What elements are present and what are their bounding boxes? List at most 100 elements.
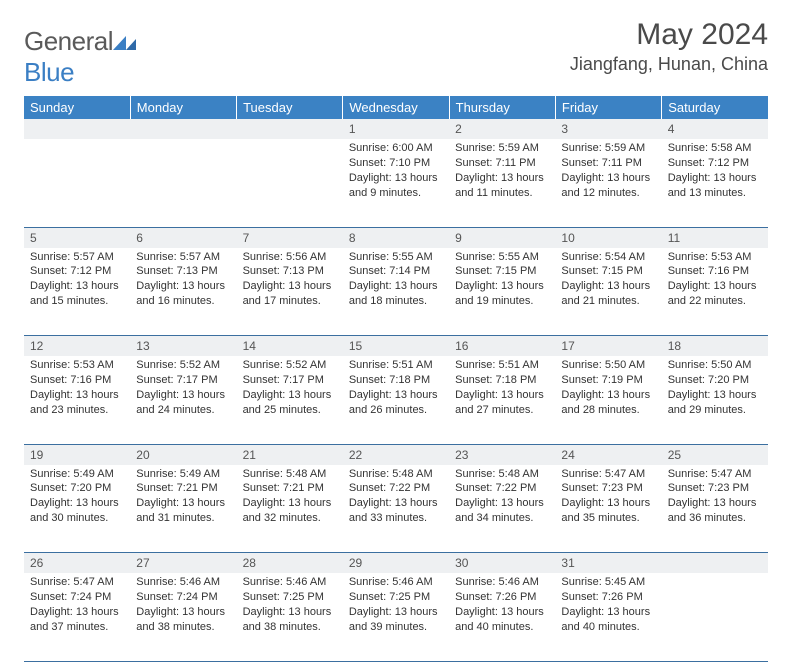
day-number-cell: 28 xyxy=(237,553,343,574)
weekday-header: Tuesday xyxy=(237,96,343,119)
day-cell: Sunrise: 5:53 AMSunset: 7:16 PMDaylight:… xyxy=(662,248,768,336)
week-row: Sunrise: 5:57 AMSunset: 7:12 PMDaylight:… xyxy=(24,248,768,336)
header-row: General Blue May 2024 Jiangfang, Hunan, … xyxy=(24,18,768,88)
week-row: Sunrise: 5:47 AM Sunset: 7:24 PM Daylight:… xyxy=(24,573,768,661)
day-cell: Sunrise: 5:55 AMSunset: 7:14 PMDaylight:… xyxy=(343,248,449,336)
day-number-cell: 19 xyxy=(24,444,130,465)
day-cell-body: Sunrise: 5:51 AMSunset: 7:18 PMDaylight:… xyxy=(343,356,449,423)
sunrise-text: Sunrise: 5:49 AM xyxy=(136,467,230,482)
sunrise-text: Sunrise: 5:45 AM xyxy=(561,575,655,590)
sunrise-text: Sunrise: 5:58 AM xyxy=(668,141,762,156)
sunset-text: Sunset: 7:16 PM xyxy=(30,373,124,388)
week-row: Sunrise: 5:53 AMSunset: 7:16 PM Daylight:… xyxy=(24,356,768,444)
daylight-text: Daylight: 13 hours and 11 minutes. xyxy=(455,171,549,201)
day-cell: Sunrise: 5:48 AMSunset: 7:22 PMDaylight:… xyxy=(449,465,555,553)
day-number-cell: 29 xyxy=(343,553,449,574)
day-cell: Sunrise: 5:50 AMSunset: 7:19 PMDaylight:… xyxy=(555,356,661,444)
day-cell: Sunrise: 5:46 AMSunset: 7:24 PMDaylight:… xyxy=(130,573,236,661)
daylight-text: Daylight: 13 hours and 39 minutes. xyxy=(349,605,443,635)
day-cell: Sunrise: 5:46 AMSunset: 7:25 PMDaylight:… xyxy=(343,573,449,661)
sunset-text: Sunset: 7:13 PM xyxy=(136,264,230,279)
day-cell: Sunrise: 5:46 AMSunset: 7:25 PMDaylight:… xyxy=(237,573,343,661)
day-number-cell: 27 xyxy=(130,553,236,574)
day-cell-body: Sunrise: 5:46 AMSunset: 7:26 PMDaylight:… xyxy=(449,573,555,640)
day-cell-body: Sunrise: 6:00 AMSunset: 7:10 PMDaylight:… xyxy=(343,139,449,206)
day-cell xyxy=(24,139,130,227)
sunrise-text: Sunrise: 5:48 AM xyxy=(455,467,549,482)
sunset-text: Sunset: 7:22 PM xyxy=(455,481,549,496)
day-cell: Sunrise: 5:48 AMSunset: 7:22 PMDaylight:… xyxy=(343,465,449,553)
day-cell-body: Sunrise: 5:47 AMSunset: 7:24 PMDaylight:… xyxy=(24,573,130,640)
sunset-text: Sunset: 7:24 PM xyxy=(136,590,230,605)
day-number-cell: 30 xyxy=(449,553,555,574)
daylight-text: Daylight: 13 hours and 9 minutes. xyxy=(349,171,443,201)
weekday-header: Sunday xyxy=(24,96,130,119)
sunrise-text: Sunrise: 5:47 AM xyxy=(561,467,655,482)
day-number-cell: 22 xyxy=(343,444,449,465)
day-number-cell: 21 xyxy=(237,444,343,465)
sunrise-text: Sunrise: 6:00 AM xyxy=(349,141,443,156)
daylight-text: Daylight: 13 hours and 21 minutes. xyxy=(561,279,655,309)
day-cell-body: Sunrise: 5:52 AMSunset: 7:17 PMDaylight:… xyxy=(237,356,343,423)
day-number-cell xyxy=(130,119,236,139)
day-cell-body: Sunrise: 5:54 AMSunset: 7:15 PMDaylight:… xyxy=(555,248,661,315)
day-cell: Sunrise: 5:59 AMSunset: 7:11 PMDaylight:… xyxy=(555,139,661,227)
day-number-cell: 5 xyxy=(24,227,130,248)
sunrise-text: Sunrise: 5:46 AM xyxy=(243,575,337,590)
sunrise-text: Sunrise: 5:55 AM xyxy=(349,250,443,265)
day-number-cell: 12 xyxy=(24,336,130,357)
day-cell-body: Sunrise: 5:48 AMSunset: 7:22 PMDaylight:… xyxy=(449,465,555,532)
brand-text: General Blue xyxy=(24,26,139,88)
sunset-text: Sunset: 7:22 PM xyxy=(349,481,443,496)
day-cell-body: Sunrise: 5:50 AMSunset: 7:19 PMDaylight:… xyxy=(555,356,661,423)
day-number-cell: 7 xyxy=(237,227,343,248)
sunset-text: Sunset: 7:11 PM xyxy=(561,156,655,171)
day-number-cell: 26 xyxy=(24,553,130,574)
sunrise-text: Sunrise: 5:48 AM xyxy=(243,467,337,482)
daylight-text: Daylight: 13 hours and 17 minutes. xyxy=(243,279,337,309)
page-title: May 2024 xyxy=(570,18,768,52)
sunset-text: Sunset: 7:20 PM xyxy=(668,373,762,388)
sunset-text: Sunset: 7:21 PM xyxy=(243,481,337,496)
week-row: Sunrise: 5:49 AMSunset: 7:20 PMDaylight:… xyxy=(24,465,768,553)
daylight-text: Daylight: 13 hours and 37 minutes. xyxy=(30,605,124,635)
day-number-cell: 24 xyxy=(555,444,661,465)
day-number-cell: 16 xyxy=(449,336,555,357)
sunset-text: Sunset: 7:17 PM xyxy=(243,373,337,388)
sunrise-text: Sunrise: 5:53 AM xyxy=(30,358,124,373)
sunrise-text: Sunrise: 5:52 AM xyxy=(243,358,337,373)
day-number-cell: 10 xyxy=(555,227,661,248)
day-cell-body: Sunrise: 5:57 AMSunset: 7:12 PMDaylight:… xyxy=(24,248,130,315)
sunrise-text: Sunrise: 5:52 AM xyxy=(136,358,230,373)
day-cell: Sunrise: 5:53 AMSunset: 7:16 PMDaylight:… xyxy=(24,356,130,444)
day-cell-body: Sunrise: 5:50 AMSunset: 7:20 PMDaylight:… xyxy=(662,356,768,423)
sunset-text: Sunset: 7:18 PM xyxy=(455,373,549,388)
day-number-cell: 11 xyxy=(662,227,768,248)
sunrise-text: Sunrise: 5:47 AM xyxy=(30,575,124,590)
weekday-header: Friday xyxy=(555,96,661,119)
sunset-text: Sunset: 7:25 PM xyxy=(349,590,443,605)
daylight-text: Daylight: 13 hours and 36 minutes. xyxy=(668,496,762,526)
daylight-text: Daylight: 13 hours and 32 minutes. xyxy=(243,496,337,526)
daylight-text: Daylight: 13 hours and 40 minutes. xyxy=(561,605,655,635)
day-number-cell: 23 xyxy=(449,444,555,465)
week-row: Sunrise: 6:00 AMSunset: 7:10 PMDaylight:… xyxy=(24,139,768,227)
day-cell: Sunrise: 5:52 AMSunset: 7:17 PMDaylight:… xyxy=(237,356,343,444)
day-cell-body: Sunrise: 5:48 AMSunset: 7:22 PMDaylight:… xyxy=(343,465,449,532)
daylight-text: Daylight: 13 hours and 13 minutes. xyxy=(668,171,762,201)
daylight-text: Daylight: 13 hours and 12 minutes. xyxy=(561,171,655,201)
day-cell-body: Sunrise: 5:53 AMSunset: 7:16 PMDaylight:… xyxy=(24,356,130,423)
daylight-text: Daylight: 13 hours and 28 minutes. xyxy=(561,388,655,418)
sunset-text: Sunset: 7:25 PM xyxy=(243,590,337,605)
day-cell: Sunrise: 5:51 AMSunset: 7:18 PMDaylight:… xyxy=(343,356,449,444)
day-cell xyxy=(237,139,343,227)
sunrise-text: Sunrise: 5:54 AM xyxy=(561,250,655,265)
day-cell-body: Sunrise: 5:46 AMSunset: 7:25 PMDaylight:… xyxy=(343,573,449,640)
daylight-text: Daylight: 13 hours and 34 minutes. xyxy=(455,496,549,526)
day-cell: Sunrise: 5:54 AMSunset: 7:15 PMDaylight:… xyxy=(555,248,661,336)
daylight-text: Daylight: 13 hours and 19 minutes. xyxy=(455,279,549,309)
sunset-text: Sunset: 7:11 PM xyxy=(455,156,549,171)
sunset-text: Sunset: 7:23 PM xyxy=(668,481,762,496)
day-cell-body: Sunrise: 5:58 AMSunset: 7:12 PMDaylight:… xyxy=(662,139,768,206)
daylight-text: Daylight: 13 hours and 27 minutes. xyxy=(455,388,549,418)
